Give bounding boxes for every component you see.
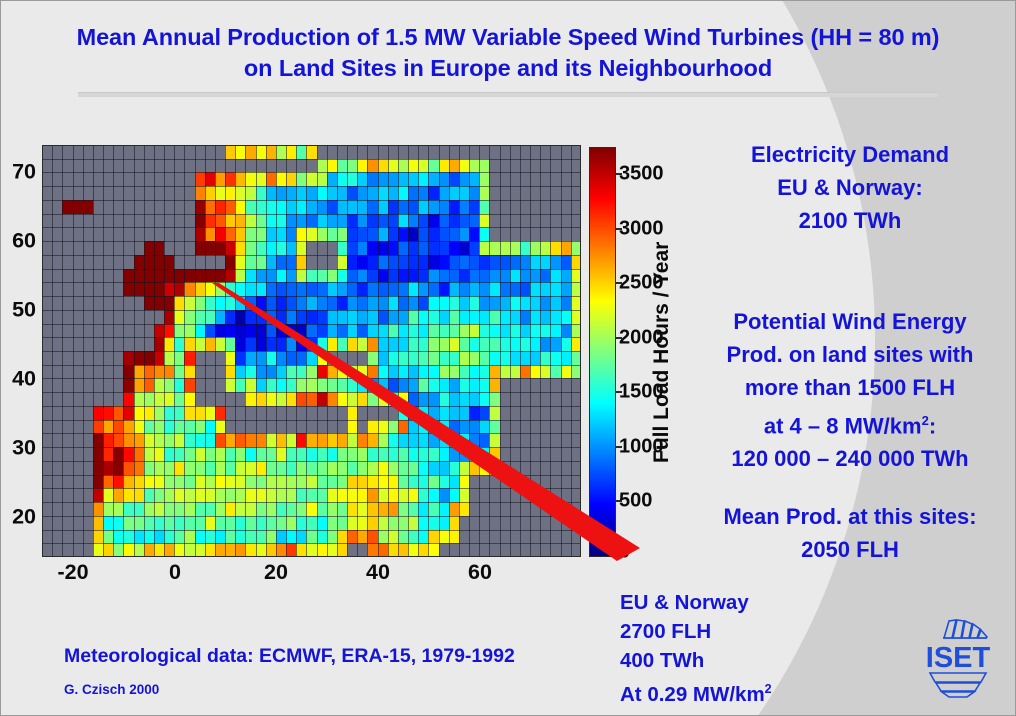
demand-line-1: Electricity Demand (750, 142, 950, 167)
x-tick-0: 0 (169, 560, 181, 584)
colorbar-tick-0: 0 (619, 540, 631, 563)
title-line-2: on Land Sites in Europe and its Neighbou… (243, 55, 773, 81)
y-tick-20: 20 (12, 504, 36, 529)
x-tick-minus20: -20 (57, 560, 89, 584)
eu-norway-line-4-superscript: 2 (764, 682, 772, 696)
potential-line-4: at 4 – 8 MW/km2: (690, 404, 1010, 442)
mean-production-block: Mean Prod. at this sites: 2050 FLH (690, 500, 1010, 566)
colorbar-axis-title: Full Load Hours / Year (650, 241, 673, 463)
iset-logo-text: ISET (926, 642, 991, 674)
mean-line-2: 2050 FLH (801, 537, 899, 562)
page-title: Mean Annual Production of 1.5 MW Variabl… (0, 22, 1016, 84)
potential-line-1: Potential Wind Energy (733, 309, 967, 334)
demand-line-3: 2100 TWh (798, 208, 902, 233)
mean-line-1: Mean Prod. at this sites: (723, 504, 977, 529)
x-tick-40: 40 (366, 560, 390, 584)
y-tick-50: 50 (12, 297, 36, 322)
colorbar-tick-3000: 3000 (619, 217, 664, 240)
map-y-axis-labels: 70 60 50 40 30 20 (0, 145, 36, 557)
title-divider (78, 92, 938, 97)
potential-line-2: Prod. on land sites with (726, 342, 974, 367)
colorbar-tickmark-3000 (616, 228, 622, 230)
potential-line-4-superscript: 2 (921, 413, 929, 428)
y-tick-40: 40 (12, 366, 36, 391)
eu-norway-line-4: At 0.29 MW/km2 (620, 675, 772, 709)
eu-norway-summary-block: EU & Norway 2700 FLH 400 TWh At 0.29 MW/… (620, 588, 772, 709)
potential-line-5: 120 000 – 240 000 TWh (731, 446, 969, 472)
eu-norway-line-4-text: At 0.29 MW/km (620, 682, 765, 706)
colorbar-tick-3500: 3500 (619, 162, 664, 185)
author-credit: G. Czisch 2000 (64, 682, 160, 697)
eu-norway-line-2: 2700 FLH (620, 620, 712, 643)
map-x-axis-labels: -20 0 20 40 60 (42, 560, 581, 590)
iset-logo: ISET (926, 619, 991, 698)
iset-logo-top-fan (942, 619, 989, 639)
y-tick-60: 60 (12, 228, 36, 253)
electricity-demand-block: Electricity Demand EU & Norway: 2100 TWh (690, 138, 1010, 237)
potential-wind-energy-block: Potential Wind Energy Prod. on land site… (690, 305, 1010, 475)
map-heatmap-canvas (42, 145, 581, 557)
meteorological-data-note: Meteorological data: ECMWF, ERA-15, 1979… (64, 645, 515, 667)
y-tick-30: 30 (12, 435, 36, 460)
eu-norway-line-1: EU & Norway (620, 591, 749, 614)
potential-line-3: more than 1500 FLH (744, 375, 956, 400)
potential-line-4-text: at 4 – 8 MW/km (763, 413, 922, 439)
x-tick-20: 20 (264, 560, 288, 584)
wind-resource-map (42, 145, 581, 557)
title-line-1: Mean Annual Production of 1.5 MW Variabl… (76, 24, 940, 50)
potential-line-4-suffix: : (928, 413, 937, 439)
y-tick-70: 70 (12, 159, 36, 184)
demand-line-2: EU & Norway: (777, 175, 923, 200)
x-tick-60: 60 (468, 560, 492, 584)
eu-norway-line-3: 400 TWh (620, 649, 705, 672)
iset-logo-bottom-bowl (928, 672, 988, 698)
colorbar-tickmark-3500 (616, 173, 622, 175)
